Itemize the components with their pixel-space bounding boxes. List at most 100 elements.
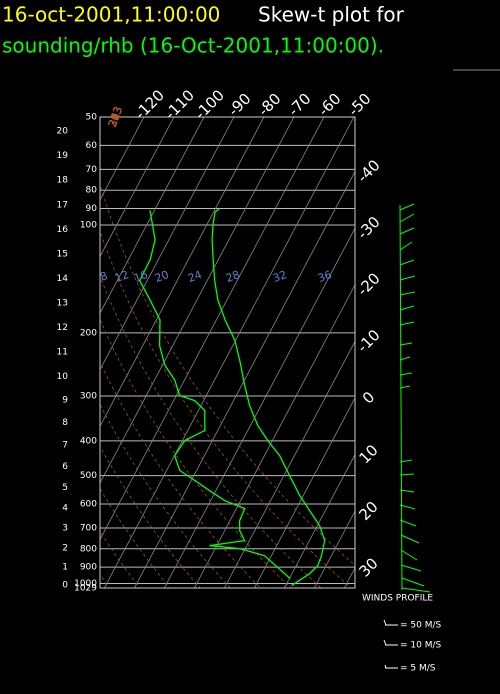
- pressure-tick-label: 80: [86, 186, 98, 196]
- temperature-tick-label: -100: [191, 86, 228, 123]
- temperature-tick-label: -20: [354, 269, 384, 299]
- isotherm: [100, 117, 265, 428]
- height-tick-label: 10: [57, 372, 69, 382]
- height-tick-label: 7: [62, 440, 68, 450]
- height-tick-label: 6: [62, 462, 68, 472]
- isotherm: [283, 453, 355, 588]
- height-tick-label: 12: [57, 323, 68, 333]
- height-tick-label: 16: [57, 225, 69, 235]
- temperature-tick-label: -60: [315, 90, 345, 120]
- dry-adiabat: [100, 445, 201, 588]
- dry-adiabat: [100, 230, 352, 588]
- mixing-ratio-label: 28: [224, 268, 242, 285]
- mixing-ratio-label: 20: [153, 268, 171, 285]
- height-tick-label: 13: [57, 299, 68, 309]
- height-tick-label: 0: [62, 581, 68, 591]
- mixing-ratio-label: 36: [316, 268, 334, 285]
- legend-barb: [383, 639, 398, 646]
- pressure-tick-label: 900: [80, 563, 97, 573]
- height-tick-label: 5: [62, 483, 68, 493]
- temperature-tick-label: -90: [225, 90, 255, 120]
- chart-title: Skew-t plot for: [258, 3, 405, 27]
- dry-adiabat: [0, 82, 80, 590]
- pressure-tick-label: 400: [80, 436, 97, 446]
- dry-adiabat: [100, 182, 355, 566]
- pressure-tick-label: 600: [80, 499, 97, 509]
- plot-area: [0, 82, 355, 590]
- mixing-ratio-label: 8: [98, 269, 109, 284]
- temperature-tick-label: 0: [359, 388, 378, 407]
- isotherm: [100, 117, 325, 541]
- dry-adiabat: [0, 82, 50, 590]
- temperature-tick-label: -120: [131, 86, 168, 123]
- height-tick-label: 15: [57, 249, 68, 259]
- height-tick-label: 3: [62, 524, 68, 534]
- legend-label: = 5 M/S: [400, 664, 436, 674]
- isotherm: [100, 117, 175, 258]
- mixing-ratio-label: 32: [271, 268, 289, 285]
- temperature-tick-label: 10: [356, 441, 382, 467]
- height-tick-label: 18: [57, 176, 69, 186]
- legend-label: = 10 M/S: [400, 641, 442, 651]
- isotherm: [100, 117, 205, 314]
- isotherm: [100, 117, 235, 371]
- isotherm: [223, 340, 355, 588]
- temperature-tick-label: -30: [354, 213, 384, 243]
- height-tick-label: 19: [57, 151, 69, 161]
- pressure-tick-label: 300: [80, 392, 97, 402]
- theta-label: 313: [106, 105, 125, 129]
- temperature-tick-label: -40: [354, 156, 384, 186]
- mixing-ratio-label: 24: [186, 268, 204, 285]
- pressure-tick-label: 500: [80, 471, 97, 481]
- wind-staff: [399, 204, 403, 591]
- pressure-tick-label: 700: [80, 524, 97, 534]
- pressure-tick-label: 1029: [74, 584, 97, 594]
- dry-adiabat: [100, 403, 231, 588]
- height-tick-label: 8: [62, 418, 68, 428]
- height-tick-label: 2: [62, 543, 68, 553]
- pressure-tick-label: 50: [86, 113, 98, 123]
- pressure-tick-label: 100: [80, 220, 97, 230]
- isotherm: [313, 510, 355, 588]
- plot-frame: [99, 116, 356, 589]
- dry-adiabat: [100, 318, 292, 588]
- temperature-tick-label: -50: [345, 90, 375, 120]
- pressure-tick-label: 200: [80, 328, 97, 338]
- title-time: 16-oct-2001,11:00:00: [2, 3, 220, 27]
- legend-label: = 50 M/S: [400, 621, 442, 631]
- height-tick-label: 17: [57, 200, 68, 210]
- legend-barb: [384, 664, 398, 669]
- height-tick-label: 1: [62, 562, 68, 572]
- temperature-tick-label: 30: [356, 554, 382, 580]
- wind-legend: = 50 M/S = 10 M/S = 5 M/S: [383, 619, 442, 674]
- temperature-tick-label: -80: [255, 90, 285, 120]
- temperature-tick-label: -70: [285, 90, 315, 120]
- wind-barbs: [399, 203, 431, 593]
- mixing-ratio-label: 16: [132, 268, 150, 285]
- temperature-tick-label: -10: [354, 326, 384, 356]
- mixing-ratio-label: 12: [113, 268, 131, 285]
- height-tick-label: 4: [62, 504, 68, 514]
- sounding-line: [138, 210, 291, 580]
- sounding-line: [211, 207, 326, 587]
- temperature-tick-label: -110: [161, 86, 198, 123]
- dry-adiabat: [100, 530, 141, 588]
- height-tick-label: 20: [57, 127, 69, 137]
- isotherm: [100, 117, 145, 201]
- pressure-tick-label: 90: [86, 204, 98, 214]
- pressure-tick-label: 1000: [74, 579, 97, 589]
- isotherm: [103, 117, 355, 588]
- chart-subtitle: sounding/rhb (16-Oct-2001,11:00:00).: [2, 34, 384, 58]
- pressure-tick-label: 70: [86, 165, 98, 175]
- height-tick-label: 11: [57, 348, 68, 358]
- isotherm: [193, 283, 355, 588]
- wind-flags: [399, 203, 431, 593]
- isotherm: [100, 117, 295, 484]
- isotherm: [163, 227, 355, 588]
- height-tick-label: 14: [57, 274, 69, 284]
- pressure-tick-label: 60: [86, 141, 98, 151]
- dry-adiabat: [100, 275, 322, 588]
- height-tick-label: 9: [62, 395, 68, 405]
- legend-barb: [383, 619, 398, 626]
